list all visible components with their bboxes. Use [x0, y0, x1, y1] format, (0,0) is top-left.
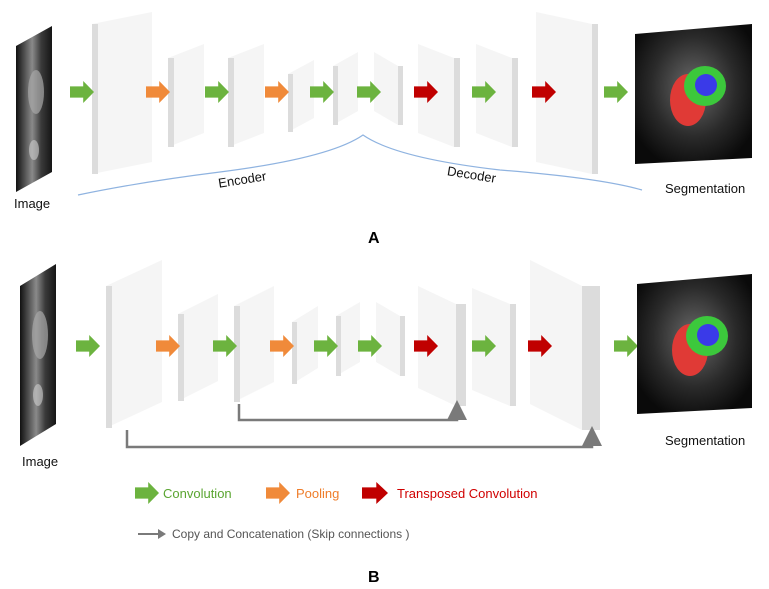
legend-arrows [135, 482, 388, 504]
panel-a-input-image [16, 26, 52, 192]
panel-a-layer-block [536, 12, 598, 174]
panel-a-transposed-arrow [532, 81, 556, 103]
panel-b-input-image [20, 264, 56, 446]
panel-b-layer-block [106, 260, 162, 428]
panel-a-output-label: Segmentation [665, 181, 746, 196]
panel-a-convolution-arrow [472, 81, 496, 103]
legend-convolution-label: Convolution [163, 486, 232, 501]
panel-a-layer-block [374, 52, 403, 125]
panel-b-convolution-arrow [76, 335, 100, 357]
panel-b-input-label: Image [22, 454, 59, 469]
panel-a-convolution-arrow [205, 81, 229, 103]
panel-b-convolution-arrow [614, 335, 638, 357]
panel-b-transposed-arrow [528, 335, 552, 357]
panel-a-input-label: Image [14, 196, 51, 211]
panel-b-output-label: Segmentation [665, 433, 746, 448]
panel-b-segmentation-image [637, 274, 752, 414]
panel-a-layer-block [92, 12, 152, 174]
skip-connection-inner [237, 400, 467, 422]
panel-b-layer-block [234, 286, 274, 402]
panel-a-label: A [368, 230, 380, 247]
legend-transposed-label: Transposed Convolution [397, 486, 538, 501]
panel-b-arrows [76, 335, 638, 357]
panel-b-layer-block [376, 302, 405, 376]
panel-a-convolution-arrow [604, 81, 628, 103]
panel-b-layer-block [530, 260, 600, 430]
legend-skip-label: Copy and Concatenation (Skip connections… [172, 527, 410, 541]
panel-b-convolution-arrow [472, 335, 496, 357]
panel-b-convolution-arrow [213, 335, 237, 357]
legend-convolution-arrow [135, 482, 159, 504]
skip-connection-outer [125, 426, 602, 449]
panel-a-pooling-arrow [146, 81, 170, 103]
panel-b-pooling-arrow [156, 335, 180, 357]
legend-transposed-arrow [362, 482, 388, 504]
panel-a-transposed-arrow [414, 81, 438, 103]
panel-a-layer-block [168, 44, 204, 147]
panel-a-layer-block [418, 44, 460, 147]
panel-b-layer-block [178, 294, 218, 401]
panel-a-layer-block [228, 44, 264, 147]
panel-a-blocks [92, 12, 598, 174]
panel-a-pooling-arrow [265, 81, 289, 103]
legend-pooling-arrow [266, 482, 290, 504]
panel-a-convolution-arrow [70, 81, 94, 103]
panel-b-blocks [106, 260, 600, 430]
panel-b-layer-block [336, 302, 360, 376]
panel-a-layer-block [333, 52, 358, 125]
panel-a-layer-block [288, 60, 314, 132]
panel-a-segmentation-image [635, 24, 752, 164]
panel-a-convolution-arrow [310, 81, 334, 103]
panel-b-label: B [368, 569, 380, 586]
panel-a-layer-block [476, 44, 518, 147]
panel-b-layer-block [292, 306, 318, 384]
panel-b-convolution-arrow [314, 335, 338, 357]
legend-skip-arrow [138, 529, 166, 539]
legend-pooling-label: Pooling [296, 486, 340, 501]
encoder-decoder-brace [77, 134, 643, 196]
panel-a-convolution-arrow [357, 81, 381, 103]
panel-a-arrows [70, 81, 628, 103]
panel-b-convolution-arrow [358, 335, 382, 357]
panel-b-pooling-arrow [270, 335, 294, 357]
panel-b-transposed-arrow [414, 335, 438, 357]
